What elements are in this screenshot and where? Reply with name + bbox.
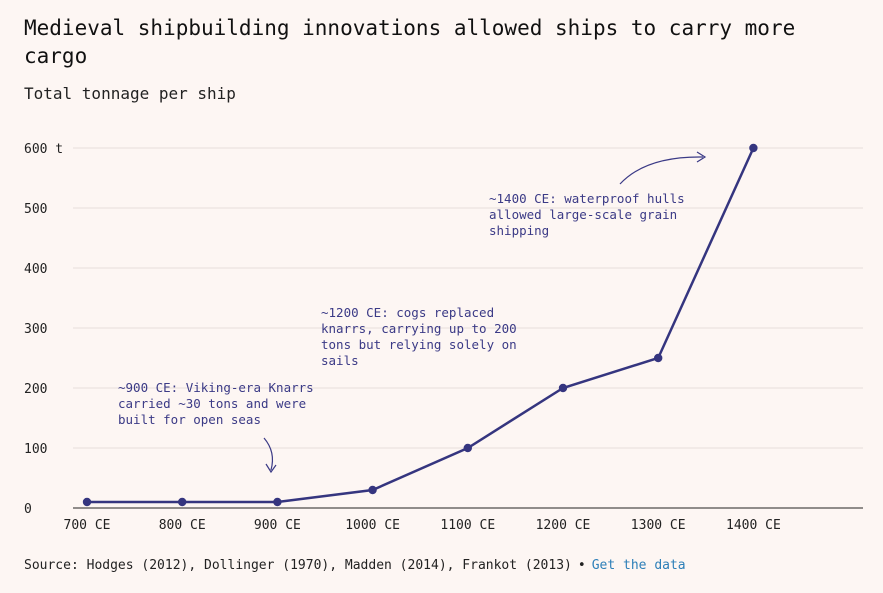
annotation-arrow [619, 156, 704, 185]
annotation-cogs: ~1200 CE: cogs replaced knarrs, carrying… [321, 305, 517, 368]
data-point [368, 485, 377, 495]
data-point [82, 497, 92, 507]
y-tick-label: 200 [24, 382, 47, 397]
footer: Source: Hodges (2012), Dollinger (1970),… [24, 558, 686, 573]
get-the-data-link[interactable]: Get the data [591, 558, 686, 573]
x-tick-label: 900 CE [254, 518, 301, 533]
chart-title: Medieval shipbuilding innovations allowe… [24, 16, 796, 68]
source-text: Source: Hodges (2012), Dollinger (1970),… [24, 558, 572, 573]
series-line [87, 147, 755, 504]
x-tick-label: 1200 CE [536, 518, 591, 533]
annotation-viking-knarrs: ~900 CE: Viking-era Knarrs carried ~30 t… [118, 380, 314, 427]
y-tick-label: 500 [24, 202, 47, 217]
data-point [273, 497, 282, 507]
data-point [178, 497, 187, 507]
y-tick-label: 400 [24, 262, 47, 277]
x-tick-label: 1000 CE [345, 518, 400, 533]
annotation-arrowhead [696, 151, 707, 163]
chart-subtitle: Total tonnage per ship [24, 84, 236, 103]
data-point [749, 143, 758, 153]
annotation-arrow [263, 437, 274, 471]
annotation-arrows [263, 151, 707, 474]
x-tick-label: 1400 CE [726, 518, 781, 533]
data-point [654, 353, 663, 363]
x-tick-label: 800 CE [159, 518, 206, 533]
y-tick-label: 300 [24, 322, 47, 337]
x-tick-label: 1300 CE [631, 518, 686, 533]
x-tick-label: 1100 CE [440, 518, 495, 533]
data-points [82, 143, 758, 507]
annotation-arrowhead [265, 463, 277, 474]
data-point [558, 383, 568, 393]
y-tick-label: 0 [24, 502, 32, 517]
annotation-waterproof-hulls: ~1400 CE: waterproof hulls allowed large… [489, 191, 685, 238]
y-tick-label: 100 [24, 442, 47, 457]
gridlines [73, 147, 863, 449]
y-axis-ticks: 0 100 200 300 400 500 600 t [24, 142, 63, 517]
y-tick-label: 600 t [24, 142, 63, 157]
footer-separator: • [577, 558, 586, 573]
x-axis-ticks: 700 CE 800 CE 900 CE 1000 CE 1100 CE 1200 CE 1… [64, 518, 781, 533]
x-tick-label: 700 CE [64, 518, 111, 533]
data-point [463, 443, 472, 453]
